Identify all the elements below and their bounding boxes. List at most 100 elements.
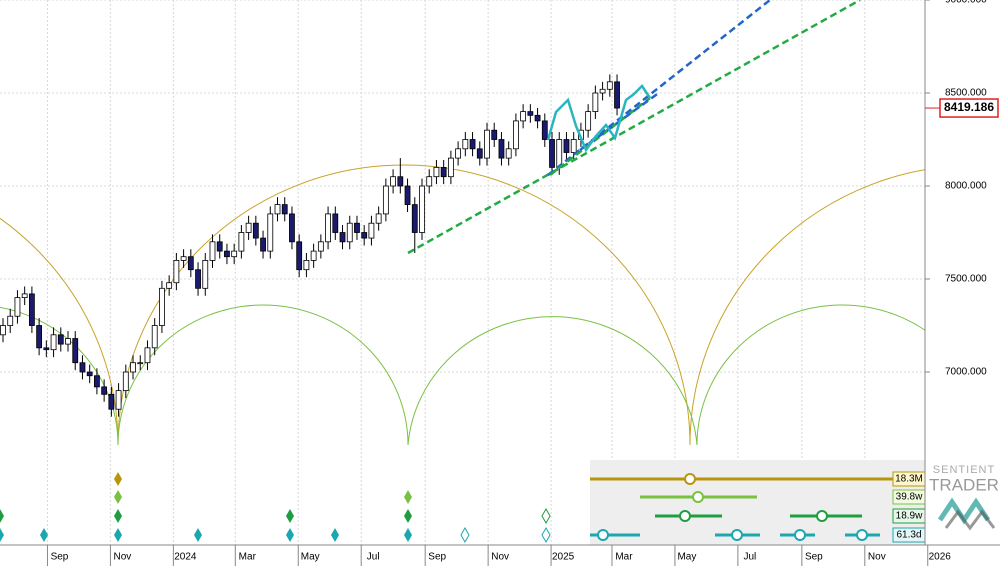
candle-body [541, 120, 548, 140]
cycle-diamonds [0, 472, 551, 544]
candle-body [101, 386, 108, 395]
x-tick-label: 2025 [552, 552, 575, 563]
candle-body [130, 362, 136, 373]
cycle-point [816, 510, 828, 522]
candle-body [469, 139, 476, 150]
candle-body [491, 129, 498, 140]
cycle-points-short [597, 529, 868, 541]
candle-body [137, 362, 144, 365]
candle-body [614, 81, 620, 109]
x-tick-label: Sep [805, 552, 823, 563]
candle-body [274, 204, 281, 215]
candle-body [455, 148, 462, 159]
candle-body [108, 393, 115, 410]
candle-body [484, 129, 490, 159]
candle-body [245, 222, 252, 233]
logo-text: SENTIENT [933, 464, 995, 476]
candle-body [512, 120, 519, 150]
cycle-label: 39.8w [896, 492, 923, 503]
cycle-arcs [0, 164, 925, 446]
x-tick-label: Sep [428, 552, 446, 563]
candle-body [549, 139, 555, 168]
candle-body [520, 111, 527, 122]
last-price-label: 8419.186 [944, 100, 994, 114]
candle-body [397, 176, 404, 187]
candle-body [180, 256, 187, 261]
candle-body [339, 232, 346, 243]
candle-body [151, 325, 158, 349]
candle-body [354, 222, 360, 233]
candle-body [14, 297, 21, 317]
candle-body [231, 250, 238, 258]
cycle-label: 61.3d [896, 530, 921, 541]
candle-body [187, 256, 194, 271]
x-tick-label: 2026 [929, 552, 952, 563]
candle-body [260, 237, 266, 252]
x-tick-label: May [677, 552, 696, 563]
x-tick-label: Mar [239, 552, 257, 563]
x-tick-label: Sep [51, 552, 69, 563]
trend-line [407, 0, 861, 255]
candle-body [411, 204, 418, 233]
candle-body [375, 213, 382, 224]
candle-body [0, 325, 6, 336]
candle-body [252, 222, 259, 239]
candles [0, 74, 620, 417]
candle-body [281, 204, 288, 215]
candle-body [440, 167, 447, 178]
candle-body [382, 185, 389, 215]
candle-body [390, 176, 396, 187]
candle-body [65, 338, 71, 345]
candle-body [303, 260, 310, 271]
candle-body [419, 185, 425, 233]
candle-body [534, 114, 541, 122]
x-tick-label: Nov [868, 552, 886, 563]
candle-body [289, 213, 295, 243]
candle-body [115, 390, 122, 410]
candle-body [224, 250, 230, 258]
y-tick-label: 8500.000 [945, 88, 987, 99]
time-axis [0, 545, 1000, 566]
cycle-arc-mid [0, 304, 925, 446]
candle-body [238, 232, 245, 252]
axes: 7000.000 7500.000 8000.000 8500.000 9000.000… [46, 0, 999, 566]
candle-body [296, 241, 303, 271]
cycle-arc-long [0, 164, 925, 446]
candle-body [195, 269, 201, 289]
candle-body [36, 325, 43, 349]
candle-body [310, 250, 317, 261]
logo: SENTIENT TRADER [929, 464, 999, 531]
candle-body [57, 334, 64, 345]
x-tick-label: Jul [743, 552, 756, 563]
candle-body [216, 241, 223, 252]
logo-text: TRADER [929, 475, 999, 494]
candle-body [404, 185, 411, 206]
candle-body [570, 139, 577, 153]
cycle-label: 18.3M [895, 474, 923, 485]
y-tick-label: 7500.000 [945, 274, 987, 285]
candle-body [433, 167, 440, 178]
candle-body [585, 111, 592, 131]
x-tick-label: Jul [367, 552, 380, 563]
y-tick-label: 8000.000 [945, 181, 987, 192]
projection [546, 84, 652, 153]
candle-body [368, 222, 375, 239]
candle-body [317, 241, 324, 252]
cycle-point [692, 491, 704, 503]
candle-body [462, 139, 469, 150]
candle-body [202, 260, 209, 289]
cycle-panel: 18.3M 39.8w 18.9w 61.3d [590, 460, 926, 545]
candle-body [346, 222, 353, 243]
overlays [407, 0, 861, 255]
candle-body [21, 293, 28, 299]
candle-body [599, 88, 606, 94]
candle-body [28, 293, 35, 326]
x-tick-label: Mar [615, 552, 633, 563]
candle-body [209, 241, 216, 261]
candle-body [592, 92, 599, 113]
candle-body [498, 139, 505, 159]
x-tick-label: 2024 [174, 552, 197, 563]
candle-body [7, 315, 14, 326]
candle-body [563, 139, 570, 153]
